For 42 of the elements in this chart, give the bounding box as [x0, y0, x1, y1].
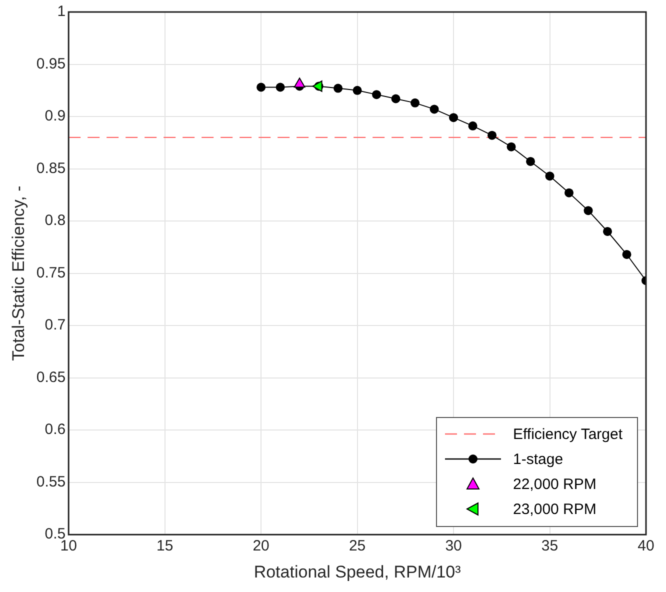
legend-label: Efficiency Target [513, 426, 623, 443]
y-tick-label: 0.85 [36, 160, 66, 177]
y-tick-label: 0.55 [36, 473, 66, 490]
point [526, 156, 536, 166]
x-tick-label: 15 [156, 538, 174, 555]
point [256, 82, 266, 92]
x-tick-label: 40 [638, 538, 654, 555]
point [294, 78, 306, 88]
point [352, 86, 362, 95]
y-tick-label: 0.7 [44, 316, 66, 334]
point [276, 82, 285, 92]
y-tick-label: 0.65 [36, 368, 66, 386]
point [430, 104, 439, 114]
point [488, 130, 497, 140]
x-tick-label: 20 [252, 538, 270, 555]
legend-label: 1-stage [513, 450, 564, 468]
point [334, 84, 343, 93]
point [545, 172, 554, 181]
point [391, 94, 400, 104]
y-tick-label: 1 [57, 3, 66, 20]
y-tick-label: 0.9 [44, 108, 66, 125]
point [372, 90, 382, 100]
point [449, 113, 458, 122]
legend-label: 22,000 RPM [513, 476, 596, 493]
y-tick-label: 0.95 [36, 55, 66, 72]
x-tick-label: 35 [541, 538, 558, 555]
x-axis-title: Rotational Speed, RPM/10³ [254, 562, 462, 582]
point [564, 188, 574, 198]
y-tick-label: 0.75 [36, 264, 66, 282]
y-axis-title: Total-Static Efficiency, - [8, 186, 28, 361]
point [603, 226, 612, 236]
point [584, 206, 593, 216]
y-tick-label: 0.6 [44, 421, 66, 438]
point [622, 250, 632, 259]
point [468, 121, 478, 130]
y-tick-label: 0.8 [44, 212, 66, 230]
legend-label: 23,000 RPM [513, 500, 596, 518]
point [410, 98, 420, 108]
x-tick-label: 10 [60, 538, 77, 555]
x-tick-label: 30 [445, 538, 462, 555]
point [506, 142, 516, 152]
x-tick-label: 25 [348, 538, 366, 555]
